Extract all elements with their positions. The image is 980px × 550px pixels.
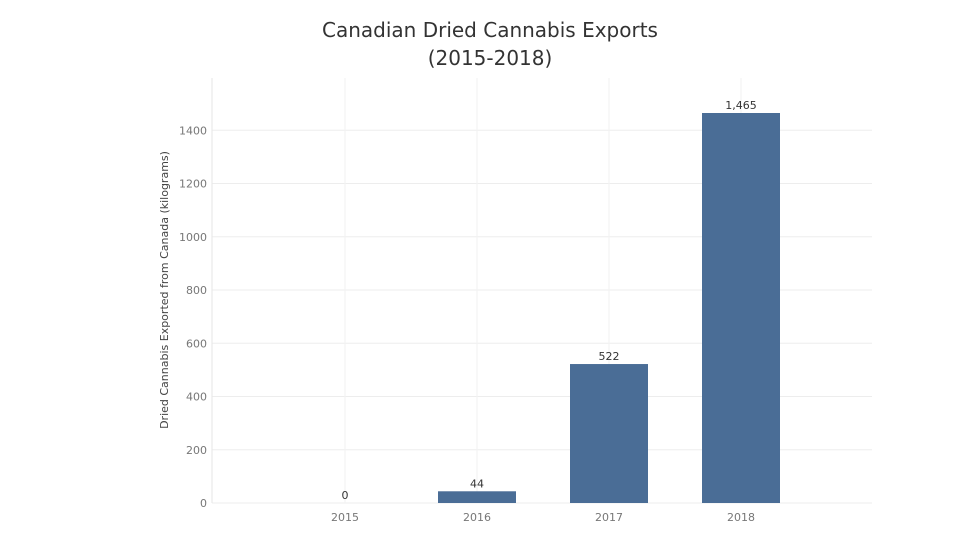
chart-subtitle: (2015-2018) <box>427 46 553 70</box>
x-tick-label-2015: 2015 <box>331 511 359 524</box>
y-tick-label: 1000 <box>179 231 207 244</box>
bar-2018 <box>702 113 780 503</box>
x-axis: 2015 2016 2017 2018 <box>331 511 755 524</box>
y-tick-label: 0 <box>200 497 207 510</box>
data-label-2017: 522 <box>599 350 620 363</box>
y-tick-label: 1400 <box>179 124 207 137</box>
data-label-2018: 1,465 <box>725 99 757 112</box>
x-tick-label-2016: 2016 <box>463 511 491 524</box>
y-tick-label: 1200 <box>179 178 207 191</box>
y-axis: 0 200 400 600 800 1000 1200 1400 <box>179 78 213 510</box>
data-label-2015: 0 <box>342 489 349 502</box>
y-tick-label: 400 <box>186 391 207 404</box>
x-tick-label-2018: 2018 <box>727 511 755 524</box>
chart-title: Canadian Dried Cannabis Exports <box>322 18 658 42</box>
data-labels: 0 44 522 1,465 <box>342 99 757 502</box>
bar-2017 <box>570 364 648 503</box>
bar-2016 <box>438 491 516 503</box>
y-axis-title: Dried Cannabis Exported from Canada (kil… <box>158 151 171 429</box>
data-label-2016: 44 <box>470 477 484 490</box>
y-tick-label: 800 <box>186 284 207 297</box>
bars <box>438 113 780 503</box>
y-tick-label: 600 <box>186 337 207 350</box>
x-tick-label-2017: 2017 <box>595 511 623 524</box>
y-tick-label: 200 <box>186 444 207 457</box>
chart-title-block: Canadian Dried Cannabis Exports (2015-20… <box>0 16 980 72</box>
